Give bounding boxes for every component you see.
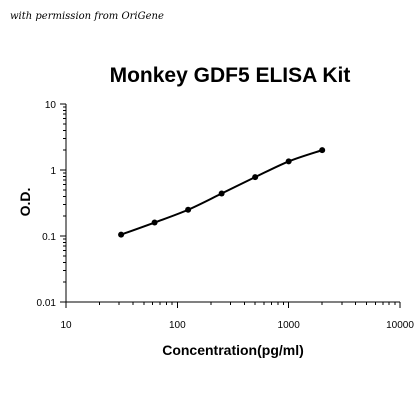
y-tick-label: 0.01 — [37, 298, 57, 309]
chart-title: Monkey GDF5 ELISA Kit — [110, 64, 351, 87]
credit-text: with permission from OriGene — [10, 11, 164, 22]
y-tick-label: 1 — [50, 166, 56, 177]
data-point — [252, 174, 259, 181]
y-tick-label: 0.1 — [42, 232, 56, 243]
data-point — [218, 190, 225, 197]
x-tick-label: 100 — [169, 320, 186, 331]
data-point — [151, 219, 158, 226]
y-ticks: 0.01 0.1 1 10 — [37, 100, 66, 309]
data-point — [285, 158, 292, 165]
series — [118, 147, 326, 238]
y-axis-label: O.D. — [17, 188, 33, 217]
x-ticks: 10 100 1000 10000 — [60, 302, 414, 331]
axes — [65, 104, 400, 303]
data-point — [319, 147, 326, 154]
data-point — [118, 231, 125, 238]
x-tick-label: 1000 — [278, 320, 301, 331]
data-point — [185, 206, 192, 213]
x-tick-label: 10000 — [386, 320, 414, 331]
y-tick-label: 10 — [45, 100, 57, 111]
x-axis-label: Concentration(pg/ml) — [162, 342, 304, 358]
x-tick-label: 10 — [60, 320, 72, 331]
